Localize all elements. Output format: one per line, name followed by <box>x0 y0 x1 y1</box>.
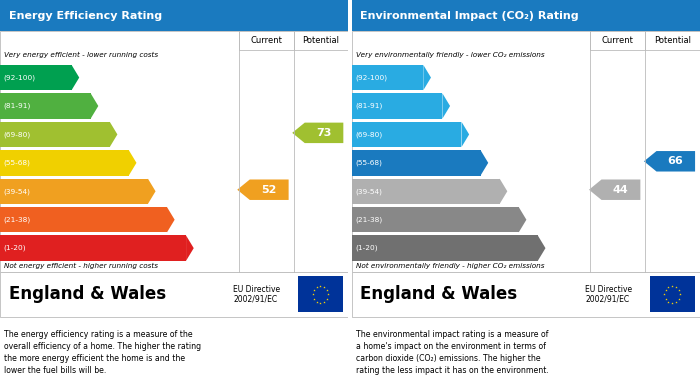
Bar <box>351 65 423 90</box>
Bar <box>351 0 700 31</box>
Text: (92-100): (92-100) <box>4 74 36 81</box>
Polygon shape <box>500 179 507 204</box>
Text: (21-38): (21-38) <box>355 217 382 223</box>
Text: A: A <box>432 73 440 83</box>
Bar <box>590 31 645 50</box>
Text: B: B <box>451 101 458 111</box>
Text: EU Directive
2002/91/EC: EU Directive 2002/91/EC <box>233 285 281 304</box>
Text: (1-20): (1-20) <box>355 245 378 251</box>
Polygon shape <box>461 122 469 147</box>
Bar <box>351 235 538 261</box>
Text: F: F <box>175 215 183 225</box>
Bar <box>0 93 90 118</box>
Bar <box>0 150 129 176</box>
Text: (39-54): (39-54) <box>4 188 31 195</box>
Bar <box>351 272 700 317</box>
Polygon shape <box>90 93 98 118</box>
Bar <box>0 235 186 261</box>
Text: Current: Current <box>250 36 282 45</box>
Text: Energy Efficiency Rating: Energy Efficiency Rating <box>8 11 162 21</box>
Bar <box>351 207 519 232</box>
Text: Not environmentally friendly - higher CO₂ emissions: Not environmentally friendly - higher CO… <box>356 263 545 269</box>
Bar <box>0 65 71 90</box>
Text: 73: 73 <box>316 128 331 138</box>
Text: B: B <box>99 101 107 111</box>
Polygon shape <box>186 235 194 261</box>
Text: (69-80): (69-80) <box>4 131 31 138</box>
Polygon shape <box>538 235 545 261</box>
Bar <box>239 31 293 50</box>
Text: G: G <box>195 243 203 253</box>
Text: (1-20): (1-20) <box>4 245 26 251</box>
Text: The environmental impact rating is a measure of
a home's impact on the environme: The environmental impact rating is a mea… <box>356 330 549 375</box>
Polygon shape <box>237 179 288 200</box>
Text: Very environmentally friendly - lower CO₂ emissions: Very environmentally friendly - lower CO… <box>356 52 545 58</box>
Polygon shape <box>167 207 174 232</box>
Text: A: A <box>80 73 88 83</box>
Text: Potential: Potential <box>654 36 691 45</box>
Bar <box>0 0 349 31</box>
Polygon shape <box>442 93 450 118</box>
Text: 44: 44 <box>612 185 629 195</box>
Bar <box>0 122 110 147</box>
Polygon shape <box>481 150 488 176</box>
Polygon shape <box>110 122 118 147</box>
Bar <box>0 272 349 317</box>
Text: England & Wales: England & Wales <box>8 285 166 303</box>
Text: Current: Current <box>602 36 634 45</box>
Polygon shape <box>71 65 79 90</box>
Bar <box>351 122 461 147</box>
Polygon shape <box>148 179 155 204</box>
Text: 52: 52 <box>261 185 277 195</box>
Bar <box>351 179 500 204</box>
Polygon shape <box>129 150 137 176</box>
Text: (39-54): (39-54) <box>355 188 382 195</box>
Text: (55-68): (55-68) <box>355 160 382 166</box>
Text: Environmental Impact (CO₂) Rating: Environmental Impact (CO₂) Rating <box>360 11 579 21</box>
Text: Potential: Potential <box>302 36 340 45</box>
Text: C: C <box>470 129 477 140</box>
Bar <box>293 31 349 50</box>
Bar <box>0 31 349 272</box>
Text: The energy efficiency rating is a measure of the
overall efficiency of a home. T: The energy efficiency rating is a measur… <box>4 330 202 375</box>
Bar <box>650 276 695 312</box>
Text: (69-80): (69-80) <box>355 131 382 138</box>
Bar <box>351 93 442 118</box>
Polygon shape <box>519 207 526 232</box>
Text: E: E <box>156 186 163 196</box>
Text: (21-38): (21-38) <box>4 217 31 223</box>
Polygon shape <box>292 123 343 143</box>
Bar <box>298 276 343 312</box>
Text: D: D <box>489 158 498 168</box>
Text: Not energy efficient - higher running costs: Not energy efficient - higher running co… <box>4 263 158 269</box>
Text: C: C <box>118 129 126 140</box>
Text: England & Wales: England & Wales <box>360 285 517 303</box>
Bar <box>351 150 481 176</box>
Text: E: E <box>508 186 515 196</box>
Text: (92-100): (92-100) <box>355 74 387 81</box>
Text: G: G <box>546 243 554 253</box>
Bar <box>0 179 148 204</box>
Text: EU Directive
2002/91/EC: EU Directive 2002/91/EC <box>585 285 632 304</box>
Polygon shape <box>589 179 640 200</box>
Text: 66: 66 <box>668 156 683 166</box>
Bar <box>645 31 700 50</box>
Text: (81-91): (81-91) <box>4 103 31 109</box>
Text: F: F <box>527 215 534 225</box>
Polygon shape <box>644 151 695 172</box>
Bar <box>351 31 700 272</box>
Polygon shape <box>424 65 431 90</box>
Text: D: D <box>137 158 146 168</box>
Bar <box>0 207 167 232</box>
Text: (55-68): (55-68) <box>4 160 31 166</box>
Text: Very energy efficient - lower running costs: Very energy efficient - lower running co… <box>4 52 158 58</box>
Text: (81-91): (81-91) <box>355 103 383 109</box>
